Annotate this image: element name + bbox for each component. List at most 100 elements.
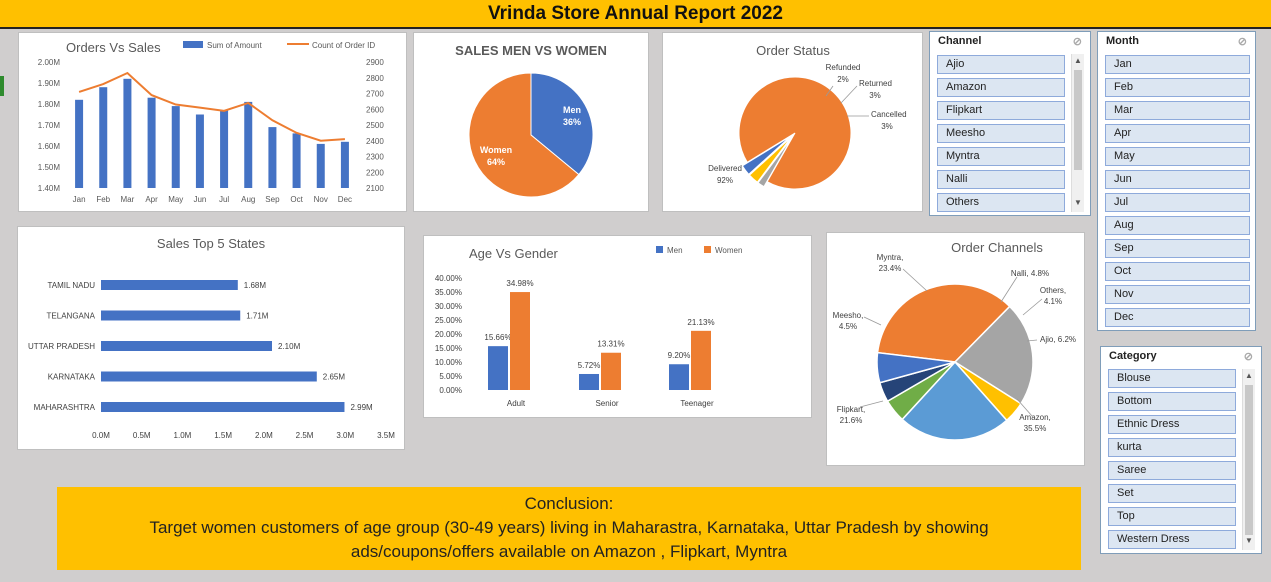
order-status-svg: Order Status Delivered 92% Refunded 2% Return… bbox=[708, 43, 907, 190]
slicer-item-amazon[interactable]: Amazon bbox=[937, 78, 1065, 97]
slice-label: Men bbox=[563, 105, 581, 115]
x-tick: Feb bbox=[96, 195, 110, 204]
conclusion-heading: Conclusion: bbox=[524, 494, 614, 513]
clear-filter-icon[interactable]: ⊘ bbox=[1237, 36, 1247, 48]
pie-slice-amazon bbox=[876, 283, 1011, 363]
slicer-item-ethnic-dress[interactable]: Ethnic Dress bbox=[1108, 415, 1236, 434]
bar-value-label: 21.13% bbox=[687, 318, 714, 327]
state-label: UTTAR PRADESH bbox=[28, 342, 95, 351]
channel-slicer[interactable]: Channel ⊘ Ajio Amazon Flipkart Meesho Myntra N… bbox=[929, 31, 1091, 216]
x-tick: 0.5M bbox=[133, 431, 151, 440]
slicer-item-sep[interactable]: Sep bbox=[1105, 239, 1250, 258]
conclusion-line-1: Target women customers of age group (30-… bbox=[149, 518, 989, 537]
legend-label-orders: Count of Order ID bbox=[312, 41, 375, 50]
x-tick: Oct bbox=[290, 195, 303, 204]
slicer-item-apr[interactable]: Apr bbox=[1105, 124, 1250, 143]
slicer-item-bottom[interactable]: Bottom bbox=[1108, 392, 1236, 411]
slicer-item-ajio[interactable]: Ajio bbox=[937, 55, 1065, 74]
slicer-item-aug[interactable]: Aug bbox=[1105, 216, 1250, 235]
chart-title: Orders Vs Sales bbox=[66, 40, 161, 55]
slicer-item-jan[interactable]: Jan bbox=[1105, 55, 1250, 74]
clear-filter-icon[interactable]: ⊘ bbox=[1243, 351, 1253, 363]
state-value-label: 2.10M bbox=[278, 342, 301, 351]
slicer-item-set[interactable]: Set bbox=[1108, 484, 1236, 503]
orders-vs-sales-chart[interactable]: Orders Vs Sales Sum of Amount Count of Ord… bbox=[18, 32, 407, 212]
order-status-chart[interactable]: Order Status Delivered 92% Refunded 2% Return… bbox=[662, 32, 923, 212]
slicer-item-western-dress[interactable]: Western Dress bbox=[1108, 530, 1236, 549]
sales-bar bbox=[316, 143, 325, 188]
order-channels-chart[interactable]: Order Channels Amazon, 35.5% Flipkart, 21.6%… bbox=[826, 232, 1085, 466]
y-right-tick: 2700 bbox=[366, 90, 384, 99]
x-tick: 3.0M bbox=[336, 431, 354, 440]
slicer-item-blouse[interactable]: Blouse bbox=[1108, 369, 1236, 388]
slice-pct: 4.1% bbox=[1044, 297, 1062, 306]
x-tick: Senior bbox=[595, 399, 618, 408]
top-states-chart[interactable]: Sales Top 5 States TAMIL NADU 1.68M TELANGA… bbox=[17, 226, 405, 450]
orders-line bbox=[78, 71, 345, 142]
sales-bar bbox=[340, 141, 349, 188]
legend-swatch-men bbox=[656, 246, 663, 253]
scroll-up-icon[interactable]: ▲ bbox=[1074, 56, 1082, 65]
slicer-item-others[interactable]: Others bbox=[937, 193, 1065, 212]
pie-slice-returned bbox=[748, 137, 792, 183]
leader-line bbox=[825, 85, 834, 97]
channel-scrollbar[interactable]: ▲ ▼ bbox=[1071, 54, 1084, 212]
y-tick: 5.00% bbox=[439, 372, 462, 381]
leader-line bbox=[1026, 339, 1038, 342]
slicer-item-dec[interactable]: Dec bbox=[1105, 308, 1250, 327]
cell-marker bbox=[0, 76, 4, 96]
bar-value-label: 5.72% bbox=[578, 361, 601, 370]
slicer-item-meesho[interactable]: Meesho bbox=[937, 124, 1065, 143]
month-slicer[interactable]: Month ⊘ Jan Feb Mar Apr May Jun Jul Aug Sep Oct Nov… bbox=[1097, 31, 1256, 331]
slice-pct: 2% bbox=[837, 75, 849, 84]
slicer-item-mar[interactable]: Mar bbox=[1105, 101, 1250, 120]
slicer-item-myntra[interactable]: Myntra bbox=[937, 147, 1065, 166]
slice-label: Flipkart, bbox=[837, 405, 865, 414]
slicer-item-nov[interactable]: Nov bbox=[1105, 285, 1250, 304]
age-gender-chart[interactable]: Age Vs Gender Men Women 40.00% 35.00% 30.00% 2… bbox=[423, 235, 812, 418]
slicer-item-jun[interactable]: Jun bbox=[1105, 170, 1250, 189]
y-tick: 30.00% bbox=[435, 302, 462, 311]
category-scrollbar[interactable]: ▲ ▼ bbox=[1242, 369, 1255, 550]
slicer-item-flipkart[interactable]: Flipkart bbox=[937, 101, 1065, 120]
slice-label: Amazon, bbox=[1019, 413, 1051, 422]
sales-bar bbox=[292, 133, 301, 188]
slicer-item-top[interactable]: Top bbox=[1108, 507, 1236, 526]
scroll-thumb[interactable] bbox=[1074, 70, 1082, 170]
scroll-down-icon[interactable]: ▼ bbox=[1074, 198, 1082, 207]
y-tick: 35.00% bbox=[435, 288, 462, 297]
x-tick: Dec bbox=[338, 195, 352, 204]
clear-filter-icon[interactable]: ⊘ bbox=[1072, 36, 1082, 48]
slicer-item-kurta[interactable]: kurta bbox=[1108, 438, 1236, 457]
slicer-item-feb[interactable]: Feb bbox=[1105, 78, 1250, 97]
x-tick: Jul bbox=[219, 195, 229, 204]
slice-label: Refunded bbox=[826, 63, 861, 72]
slicer-item-jul[interactable]: Jul bbox=[1105, 193, 1250, 212]
slicer-item-may[interactable]: May bbox=[1105, 147, 1250, 166]
x-tick: Jun bbox=[193, 195, 206, 204]
slicer-item-saree[interactable]: Saree bbox=[1108, 461, 1236, 480]
y-tick: 40.00% bbox=[435, 274, 462, 283]
scroll-up-icon[interactable]: ▲ bbox=[1245, 371, 1253, 380]
state-label: MAHARASHTRA bbox=[34, 403, 96, 412]
scroll-thumb[interactable] bbox=[1245, 385, 1253, 535]
y-left-tick: 1.80M bbox=[38, 100, 61, 109]
state-bar bbox=[101, 371, 317, 382]
state-value-label: 2.99M bbox=[350, 403, 373, 412]
sales-bar bbox=[147, 97, 156, 188]
legend-swatch-amount bbox=[183, 41, 203, 48]
pie-slice-flipkart bbox=[953, 305, 1034, 405]
sales-bar bbox=[75, 99, 84, 188]
leader-line bbox=[1022, 298, 1043, 316]
slice-pct: 36% bbox=[563, 117, 581, 127]
sales-bar bbox=[220, 110, 229, 188]
scroll-down-icon[interactable]: ▼ bbox=[1245, 536, 1253, 545]
slicer-item-nalli[interactable]: Nalli bbox=[937, 170, 1065, 189]
leader-line bbox=[840, 85, 858, 104]
chart-title: Order Status bbox=[756, 43, 830, 58]
y-left-tick: 1.40M bbox=[38, 184, 61, 193]
sales-men-women-chart[interactable]: SALES MEN VS WOMEN Men 36% Women 64% bbox=[413, 32, 649, 212]
category-slicer[interactable]: Category ⊘ Blouse Bottom Ethnic Dress kurta S… bbox=[1100, 346, 1262, 554]
slicer-item-oct[interactable]: Oct bbox=[1105, 262, 1250, 281]
y-tick: 15.00% bbox=[435, 344, 462, 353]
